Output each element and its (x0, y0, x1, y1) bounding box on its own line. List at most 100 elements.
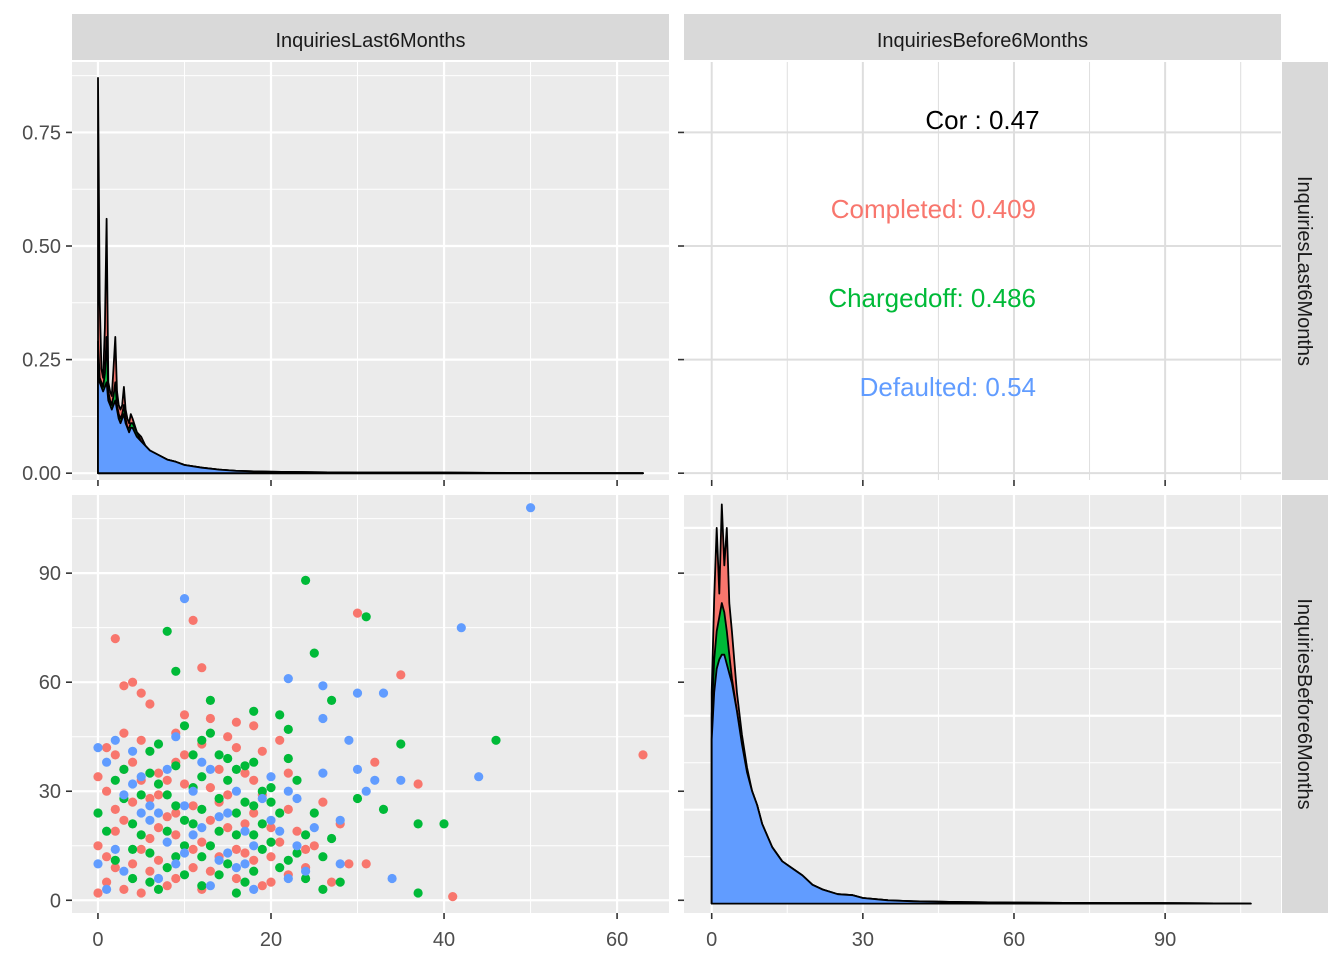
point-chargedoff (119, 764, 129, 775)
point-defaulted (231, 863, 241, 873)
point-defaulted (214, 855, 224, 865)
point-completed (128, 797, 138, 807)
point-chargedoff (214, 826, 224, 836)
point-chargedoff (413, 819, 423, 829)
point-chargedoff (249, 866, 259, 876)
strip-col1-label: InquiriesLast6Months (275, 30, 465, 52)
point-completed (188, 801, 198, 811)
point-completed (344, 859, 354, 869)
point-chargedoff (283, 855, 293, 865)
point-defaulted (318, 713, 328, 724)
point-completed (205, 815, 215, 825)
point-defaulted (171, 859, 181, 869)
point-completed (283, 804, 293, 815)
point-completed (249, 855, 259, 865)
point-defaulted (249, 841, 259, 851)
point-completed (309, 841, 319, 851)
point-chargedoff (171, 666, 181, 676)
point-chargedoff (275, 863, 285, 873)
point-defaulted (102, 884, 112, 895)
point-completed (327, 877, 337, 887)
point-completed (197, 663, 207, 673)
point-defaulted (292, 841, 302, 851)
point-completed (231, 717, 241, 727)
point-defaulted (266, 772, 276, 782)
point-chargedoff (231, 808, 241, 818)
density-col2-areas (710, 503, 1252, 905)
grid-density-col2 (684, 495, 1281, 913)
point-completed (179, 750, 190, 760)
point-defaulted (153, 808, 164, 818)
point-chargedoff (214, 750, 224, 760)
point-chargedoff (352, 793, 363, 804)
cor-overall: Cor : 0.47 (925, 105, 1039, 135)
point-chargedoff (162, 790, 172, 800)
point-chargedoff (491, 735, 501, 745)
point-chargedoff (249, 706, 259, 716)
point-completed (153, 790, 164, 800)
point-chargedoff (231, 764, 241, 775)
point-completed (136, 844, 146, 855)
point-chargedoff (197, 804, 207, 815)
point-completed (136, 688, 146, 698)
point-completed (205, 783, 215, 793)
point-completed (249, 808, 259, 818)
point-chargedoff (145, 848, 155, 858)
point-chargedoff (327, 833, 337, 844)
point-chargedoff (266, 837, 276, 847)
point-defaulted (456, 623, 466, 633)
x-tick-label-col1: 0 (92, 929, 103, 951)
point-completed (102, 786, 112, 796)
point-completed (93, 772, 103, 782)
point-chargedoff (153, 779, 164, 789)
point-defaulted (128, 779, 138, 789)
point-chargedoff (249, 801, 259, 811)
point-chargedoff (179, 870, 190, 880)
y-tick-label-row1: 0.75 (22, 122, 61, 144)
point-defaulted (119, 866, 129, 876)
point-defaulted (352, 688, 363, 698)
x-tick-label-col2: 0 (706, 929, 717, 951)
point-defaulted (188, 786, 198, 796)
point-completed (153, 855, 164, 865)
density-col1-area-defaulted (97, 354, 644, 475)
point-defaulted (162, 764, 172, 775)
point-completed (249, 775, 259, 785)
point-completed (102, 743, 112, 753)
point-completed (102, 852, 112, 862)
point-chargedoff (179, 721, 190, 731)
point-chargedoff (128, 819, 138, 829)
point-completed (128, 859, 138, 869)
point-completed (318, 797, 328, 807)
density-col2-area-defaulted (710, 653, 1252, 905)
strip-col1: InquiriesLast6Months (72, 14, 669, 60)
point-chargedoff (162, 826, 172, 836)
strip-row2: InquiriesBefore6Months (1282, 495, 1328, 913)
point-chargedoff (188, 750, 198, 760)
point-chargedoff (171, 852, 181, 862)
y-tick-label-row1: 0.00 (22, 463, 61, 485)
point-defaulted (188, 830, 198, 840)
point-chargedoff (257, 844, 267, 855)
point-chargedoff (257, 786, 267, 796)
point-completed (179, 779, 190, 789)
x-tick-label-col1: 40 (433, 929, 455, 951)
point-completed (110, 826, 120, 836)
strip-row1-label: InquiriesLast6Months (1293, 176, 1315, 366)
point-defaulted (110, 844, 120, 855)
point-chargedoff (179, 815, 190, 825)
point-defaulted (93, 859, 103, 869)
point-completed (292, 826, 302, 836)
point-chargedoff (197, 735, 207, 745)
point-completed (102, 877, 112, 887)
point-defaulted (301, 866, 311, 876)
point-chargedoff (318, 852, 328, 862)
point-completed (352, 608, 363, 618)
point-chargedoff (240, 797, 250, 807)
point-defaulted (266, 815, 276, 825)
point-completed (301, 844, 311, 855)
x-tick-label-col2: 30 (852, 929, 874, 951)
point-defaulted (153, 873, 164, 884)
point-defaulted (145, 815, 155, 825)
